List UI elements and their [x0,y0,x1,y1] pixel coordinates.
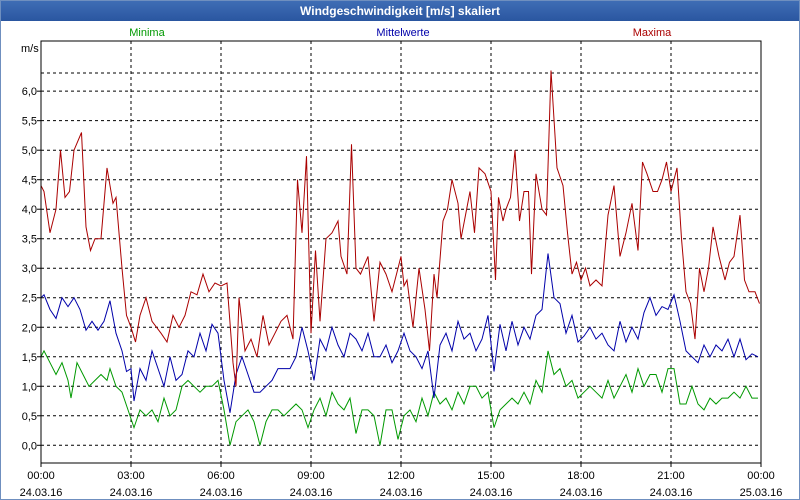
x-tick-time-label: 15:00 [477,470,505,482]
y-tick-label: 5,0 [22,145,37,157]
x-tick-time-label: 09:00 [297,470,325,482]
y-axis: 0,0 0,5 1,0 1,5 2,0 2,5 3,0 3,5 4,0 4,5 5,0 5,5 6,0 [22,86,41,452]
series-line-maxima [40,70,760,387]
x-tick-time-label: 18:00 [567,470,595,482]
x-tick-date-label: 24.03.16 [110,487,153,499]
series-line-minima [40,349,758,446]
x-tick-date-label: 24.03.16 [290,487,333,499]
x-tick-date-label: 24.03.16 [650,487,693,499]
x-tick-time-label: 03:00 [117,470,145,482]
y-tick-label: 1,0 [22,381,37,393]
y-tick-label: 2,0 [22,322,37,334]
x-tick-date-label: 24.03.16 [200,487,243,499]
x-tick-date-label: 25.03.16 [740,487,783,499]
y-axis-label: m/s [21,43,39,55]
plot-area-frame [40,40,762,464]
x-tick-time-label: 06:00 [207,470,235,482]
legend-entry-mittelwerte: Mittelwerte [376,27,429,39]
y-tick-label: 3,0 [22,263,37,275]
x-tick-time-label: 21:00 [657,470,685,482]
y-tick-label: 4,0 [22,204,37,216]
window-title: Windgeschwindigkeit [m/s] skaliert [1,1,799,21]
series-line-mittelwerte [40,253,759,413]
y-tick-label: 0,0 [22,440,37,452]
x-tick-date-label: 24.03.16 [380,487,423,499]
x-tick-time-label: 12:00 [387,470,415,482]
legend-entry-minima: Minima [129,27,165,39]
y-tick-label: 1,5 [22,352,37,364]
y-tick-label: 0,5 [22,411,37,423]
x-tick-date-label: 24.03.16 [470,487,513,499]
y-tick-label: 2,5 [22,293,37,305]
legend: Minima Mittelwerte Maxima [129,27,672,39]
x-axis: 00:00 24.03.16 03:00 24.03.16 06:00 24.03.16 0… [20,463,783,499]
y-tick-label: 4,5 [22,175,37,187]
x-tick-time-label: 00:00 [747,470,775,482]
wind-speed-chart: 0,00,51,01,52,02,53,03,54,04,55,05,56,0 … [20,27,783,499]
legend-entry-maxima: Maxima [633,27,672,39]
x-tick-date-label: 24.03.16 [20,487,63,499]
y-tick-label: 3,5 [22,234,37,246]
x-tick-date-label: 24.03.16 [560,487,603,499]
x-tick-time-label: 00:00 [27,470,55,482]
grid [41,41,761,463]
y-tick-label: 5,5 [22,116,37,128]
series-group [40,70,760,446]
y-tick-label: 6,0 [22,86,37,98]
